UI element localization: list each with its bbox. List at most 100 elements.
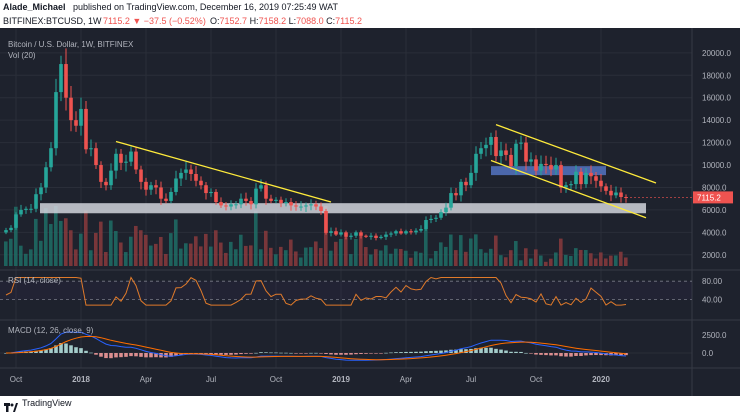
brand-name[interactable]: TradingView	[22, 398, 72, 408]
volume-bar	[379, 250, 383, 266]
macd-tick-label: 0.0	[702, 349, 714, 358]
macd-histogram-bar	[524, 352, 528, 354]
volume-bar	[524, 248, 528, 266]
candle-body	[139, 169, 143, 182]
chart-canvas[interactable]: 2000.0 4000.0 6000.0 8000.0 10000.0 12000.0 14…	[0, 28, 740, 396]
macd-histogram-bar	[79, 348, 83, 353]
publish-info: published on TradingView.com, December 1…	[73, 2, 338, 12]
macd-histogram-bar	[499, 349, 503, 353]
volume-bar	[499, 255, 503, 266]
volume-label: Vol (20)	[8, 51, 36, 60]
macd-histogram-bar	[99, 353, 103, 357]
volume-bar	[134, 225, 138, 266]
volume-bar	[144, 234, 148, 266]
volume-bar	[564, 254, 568, 266]
candle-body	[594, 176, 598, 181]
volume-bar	[9, 238, 13, 266]
candle-body	[509, 154, 513, 167]
volume-bar	[104, 252, 108, 266]
candle-body	[9, 227, 13, 231]
last-price-label: 7115.2	[697, 193, 721, 202]
macd-histogram-bar	[224, 353, 228, 355]
candle-body	[284, 202, 288, 204]
volume-bar	[594, 258, 598, 266]
volume-bar	[39, 240, 43, 266]
volume-bar	[529, 258, 533, 266]
tradingview-logo-icon[interactable]	[4, 399, 18, 412]
candle-body	[359, 232, 363, 236]
macd-histogram-bar	[54, 345, 58, 353]
volume-bar	[459, 235, 463, 266]
candle-body	[454, 193, 458, 196]
candle-body	[354, 232, 358, 236]
candle-body	[589, 172, 593, 177]
candle-body	[384, 234, 388, 237]
volume-bar	[534, 249, 538, 266]
ohlc-readout: O:7152.7 H:7158.2 L:7088.0 C:7115.2	[210, 16, 362, 26]
macd-histogram-bar	[249, 353, 253, 354]
macd-histogram-bar	[129, 353, 133, 357]
macd-histogram-bar	[364, 353, 368, 354]
candle-body	[129, 151, 133, 162]
macd-histogram-bar	[444, 350, 448, 353]
candle-body	[104, 181, 108, 186]
price-tick-label: 12000.0	[702, 139, 731, 148]
volume-bar	[544, 261, 548, 266]
volume-bar	[349, 254, 353, 266]
macd-histogram-bar	[209, 353, 213, 354]
macd-histogram-bar	[624, 353, 628, 356]
macd-histogram-bar	[254, 352, 258, 354]
candle-body	[69, 97, 73, 121]
volume-bar	[244, 245, 248, 266]
candle-body	[304, 205, 308, 207]
candle-body	[24, 208, 28, 210]
candle-body	[59, 64, 63, 93]
candle-body	[504, 150, 508, 155]
volume-bar	[464, 251, 468, 266]
macd-histogram-bar	[259, 352, 263, 353]
volume-bar	[454, 250, 458, 266]
macd-histogram-bar	[69, 345, 73, 353]
volume-bar	[234, 249, 238, 266]
candle-body	[534, 159, 538, 171]
candle-body	[294, 205, 298, 207]
macd-histogram-bar	[584, 353, 588, 356]
volume-bar	[174, 219, 178, 266]
macd-histogram-bar	[339, 353, 343, 355]
macd-histogram-bar	[374, 353, 378, 354]
macd-histogram-bar	[384, 352, 388, 354]
candle-body	[464, 181, 468, 186]
candle-body	[84, 108, 88, 150]
macd-histogram-bar	[529, 353, 533, 354]
candle-body	[79, 108, 83, 126]
chart-area[interactable]: 2000.0 4000.0 6000.0 8000.0 10000.0 12000.0 14…	[0, 28, 740, 396]
time-tick-label: 2020	[592, 375, 610, 384]
volume-bar	[479, 249, 483, 266]
macd-histogram-bar	[549, 353, 553, 356]
macd-histogram-bar	[559, 353, 563, 357]
candle-body	[544, 163, 548, 166]
volume-bar	[539, 255, 543, 266]
macd-histogram-bar	[49, 348, 53, 353]
volume-bar	[14, 206, 18, 266]
candle-body	[469, 172, 473, 186]
candle-body	[414, 230, 418, 233]
macd-histogram-bar	[199, 353, 203, 354]
time-tick-label: Oct	[530, 375, 543, 384]
macd-histogram-bar	[334, 353, 338, 355]
macd-histogram-bar	[264, 352, 268, 353]
time-tick-label: 2018	[72, 375, 90, 384]
candle-body	[474, 153, 478, 173]
volume-bar	[34, 218, 38, 266]
volume-bar	[284, 250, 288, 266]
volume-bar	[274, 254, 278, 266]
volume-bar	[219, 242, 223, 266]
macd-histogram-bar	[419, 351, 423, 353]
macd-histogram-bar	[344, 353, 348, 355]
author-name[interactable]: Alade_Michael	[3, 2, 66, 12]
last-price-tag	[693, 191, 733, 204]
volume-bar	[239, 234, 243, 266]
volume-bar	[304, 247, 308, 266]
volume-bar	[554, 252, 558, 266]
time-tick-label: Apr	[400, 375, 413, 384]
